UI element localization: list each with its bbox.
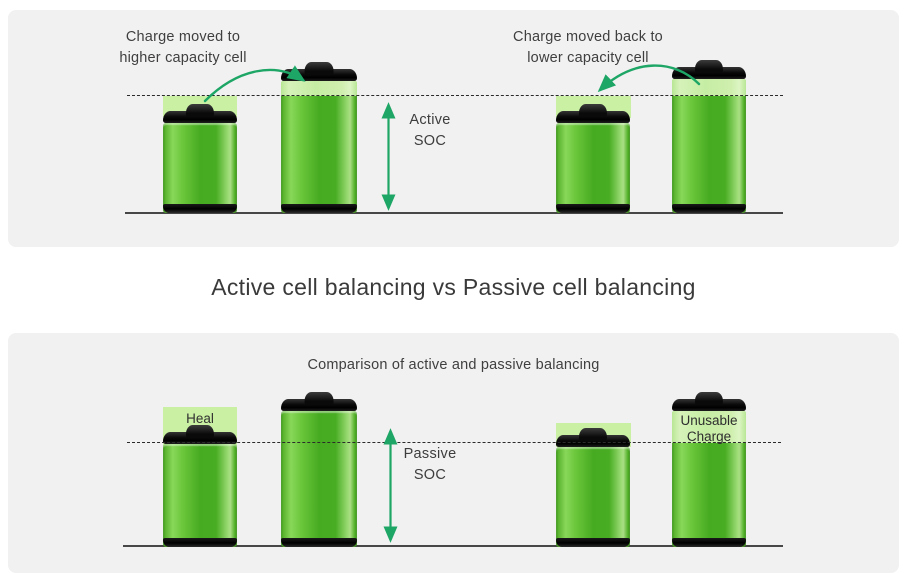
battery-short-active-right	[556, 104, 630, 213]
battery-top-cap	[556, 111, 630, 123]
soc-label-line: Passive	[403, 446, 457, 462]
battery-bottom-cap	[163, 538, 237, 547]
battery-bottom-cap	[163, 204, 237, 213]
caption-line: lower capacity cell	[527, 50, 649, 66]
unusable-label-line: Charge	[686, 428, 732, 444]
battery-bottom-cap	[281, 204, 357, 213]
battery-top-cap	[163, 111, 237, 123]
caption-line: Charge moved back to	[513, 29, 663, 45]
battery-terminal	[304, 62, 334, 75]
battery-tall-passive-right	[672, 392, 746, 547]
battery-short-passive-right	[556, 428, 630, 547]
battery-terminal	[185, 425, 215, 438]
battery-bottom-cap	[556, 204, 630, 213]
battery-top-cap	[556, 435, 630, 447]
battery-body	[281, 81, 357, 213]
soc-label-line: SOC	[413, 133, 447, 149]
battery-body	[672, 79, 746, 213]
battery-body	[672, 411, 746, 547]
heal-label: Heal	[186, 411, 214, 426]
battery-body	[163, 444, 237, 547]
active-soc-label: Active SOC	[398, 110, 462, 152]
battery-terminal	[304, 392, 334, 405]
active-balancing-panel	[8, 10, 899, 247]
ground-line-passive	[123, 545, 783, 547]
unusable-label-line: Unusable	[680, 413, 738, 428]
battery-terminal	[185, 104, 215, 117]
battery-bottom-cap	[672, 538, 746, 547]
battery-short-active-left	[163, 104, 237, 213]
battery-body	[163, 123, 237, 213]
passive-balancing-panel	[8, 333, 899, 573]
page-title: Active cell balancing vs Passive cell ba…	[211, 274, 696, 300]
unusable-charge-area	[672, 411, 746, 443]
passive-soc-label: Passive SOC	[398, 444, 462, 486]
surplus-charge-area	[672, 79, 746, 96]
battery-top-cap	[163, 432, 237, 444]
ground-line-active	[125, 212, 783, 214]
battery-terminal	[578, 104, 608, 117]
battery-short-passive-left	[163, 425, 237, 547]
battery-body	[556, 447, 630, 547]
caption-charge-moved-to: Charge moved to higher capacity cell	[88, 27, 278, 69]
battery-top-cap	[281, 399, 357, 411]
soc-label-line: Active	[409, 112, 451, 128]
caption-charge-moved-back: Charge moved back to lower capacity cell	[493, 27, 683, 69]
comparison-caption: Comparison of active and passive balanci…	[307, 357, 600, 373]
surplus-charge-area	[281, 81, 357, 96]
battery-bottom-cap	[556, 538, 630, 547]
battery-body	[556, 123, 630, 213]
battery-bottom-cap	[281, 538, 357, 547]
soc-label-line: SOC	[413, 467, 447, 483]
battery-tall-active-right	[672, 60, 746, 213]
battery-tall-active-left	[281, 62, 357, 213]
battery-tall-passive-left	[281, 392, 357, 547]
caption-line: higher capacity cell	[119, 50, 247, 66]
battery-terminal	[694, 392, 724, 405]
soc-threshold-line-passive	[127, 442, 781, 443]
unusable-charge-label: Unusable Charge	[672, 413, 746, 444]
caption-line: Charge moved to	[125, 29, 241, 45]
battery-body	[281, 411, 357, 547]
battery-terminal	[578, 428, 608, 441]
battery-bottom-cap	[672, 204, 746, 213]
battery-terminal	[694, 60, 724, 73]
battery-top-cap	[672, 399, 746, 411]
soc-threshold-line-active	[127, 95, 783, 96]
